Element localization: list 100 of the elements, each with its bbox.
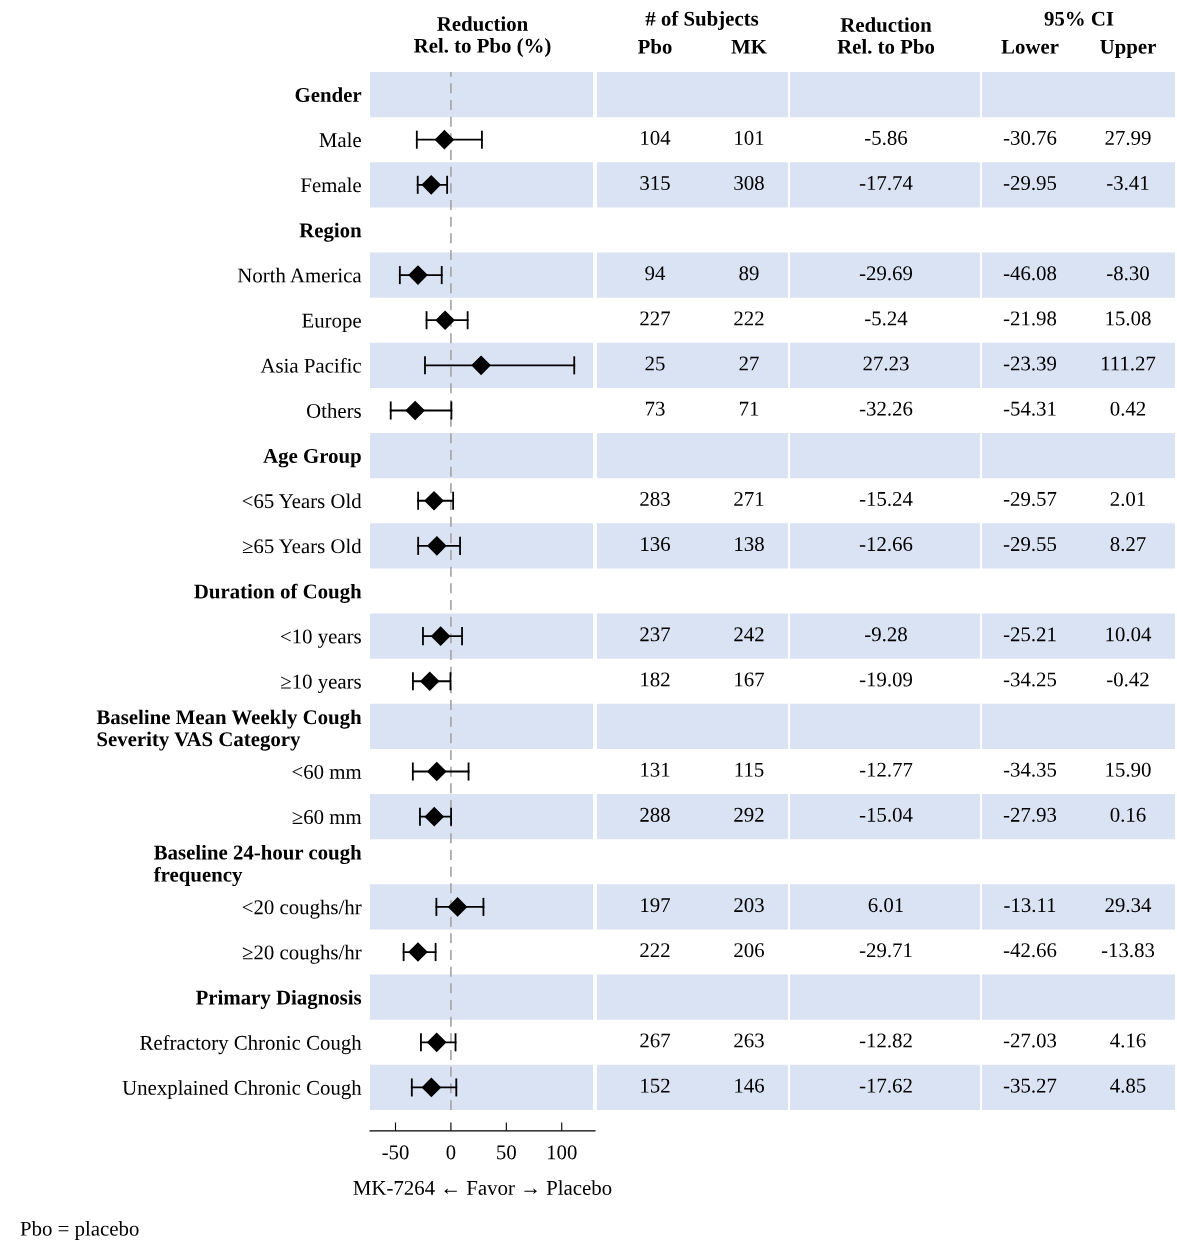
text: 182 <box>641 672 670 687</box>
point <box>421 1077 441 1097</box>
point <box>405 400 425 421</box>
text: -29.71 <box>859 943 912 958</box>
text: 8.27 <box>1110 537 1146 552</box>
text: 115 <box>735 762 764 777</box>
text: -46.08 <box>1003 266 1057 281</box>
text: -13.11 <box>1004 898 1056 913</box>
point <box>408 265 428 285</box>
text: -15.04 <box>859 807 913 822</box>
text: 4.16 <box>1110 1033 1146 1048</box>
y-tick-label: Region <box>299 222 362 242</box>
category-label: Lower <box>1001 39 1059 54</box>
text: -19.09 <box>859 672 913 687</box>
text: 27 <box>739 356 759 371</box>
text: 71 <box>739 401 759 416</box>
text: 73 <box>645 401 665 416</box>
text: 222 <box>640 943 670 958</box>
text: 315 <box>640 176 670 191</box>
text: 111.27 <box>1101 356 1156 371</box>
text: 146 <box>735 1078 764 1093</box>
text: 203 <box>734 898 764 913</box>
text: -13.83 <box>1101 943 1155 958</box>
text: 10.04 <box>1106 627 1152 642</box>
x-tick-label: 0 <box>446 1145 456 1160</box>
y-tick-label: Unexplained Chronic Cough <box>122 1080 362 1100</box>
text: -29.69 <box>859 266 913 281</box>
point <box>427 761 447 782</box>
y-tick-label: Age Group <box>263 448 361 468</box>
y-tick-label: Baseline 24-hour cough frequency <box>153 844 362 887</box>
text: -12.82 <box>859 1033 912 1048</box>
text: 27.99 <box>1105 130 1151 145</box>
y-tick-label: ≥65 Years Old <box>242 538 362 554</box>
text: 2.01 <box>1110 491 1145 507</box>
text: 206 <box>734 943 764 958</box>
y-tick-label: North America <box>237 267 362 283</box>
x-tick-label: 100 <box>547 1145 577 1160</box>
x-tick-label: 50 <box>497 1145 516 1160</box>
text: 167 <box>735 672 765 687</box>
x-tick-label: -50 <box>382 1145 409 1160</box>
text: 29.34 <box>1105 898 1152 913</box>
text: -35.27 <box>1003 1078 1057 1093</box>
text: 95% CI <box>1044 11 1114 26</box>
text: -17.62 <box>859 1078 912 1093</box>
text: -8.30 <box>1107 266 1149 281</box>
y-tick-label: Male <box>319 132 361 148</box>
text: 263 <box>734 1033 764 1048</box>
point <box>427 536 447 556</box>
category-label: MK <box>731 39 767 54</box>
text: -9.28 <box>865 627 907 642</box>
y-tick-label: <65 Years Old <box>242 493 362 509</box>
text: -3.41 <box>1107 176 1149 191</box>
y-tick-label: Others <box>306 403 361 418</box>
text: # of Subjects <box>645 10 759 30</box>
point <box>448 897 468 917</box>
text: -23.39 <box>1003 356 1057 371</box>
y-tick-label: Female <box>300 177 361 193</box>
text: 0.42 <box>1110 401 1146 416</box>
point <box>424 807 444 827</box>
y-tick-label: Europe <box>302 313 361 332</box>
text: -21.98 <box>1003 311 1057 326</box>
text: 6.01 <box>868 898 903 913</box>
text: 197 <box>641 898 671 913</box>
text: -0.42 <box>1107 672 1149 687</box>
text: -32.26 <box>859 401 913 416</box>
point <box>421 175 441 195</box>
text: 89 <box>739 266 759 281</box>
text: 94 <box>645 266 666 281</box>
y-tick-label: <20 coughs/hr <box>242 899 362 919</box>
point <box>434 130 454 150</box>
text: -12.66 <box>859 537 913 552</box>
text: 227 <box>640 311 671 326</box>
text: 308 <box>734 175 764 191</box>
category-label: Reduction Rel. to Pbo <box>837 17 935 54</box>
y-tick-label: Baseline Mean Weekly Cough Severity VAS Category <box>96 709 362 751</box>
text: 283 <box>640 491 670 506</box>
text: 237 <box>640 627 671 642</box>
text: 152 <box>641 1078 670 1093</box>
text: 242 <box>734 627 764 642</box>
point <box>408 942 428 962</box>
text: -5.86 <box>865 130 908 145</box>
text: -29.55 <box>1003 537 1057 552</box>
category-label: Pbo <box>637 39 672 54</box>
text: -5.24 <box>865 311 908 326</box>
text: -15.24 <box>859 491 913 507</box>
text: 222 <box>734 311 764 326</box>
point <box>424 491 444 511</box>
text: 267 <box>640 1033 671 1048</box>
text: 271 <box>734 491 764 506</box>
text: 288 <box>640 807 670 822</box>
text: 292 <box>734 807 764 822</box>
text: -54.31 <box>1003 401 1056 416</box>
text: 136 <box>641 537 670 552</box>
text: -27.93 <box>1003 807 1057 822</box>
point <box>471 355 491 375</box>
text: 131 <box>641 762 670 777</box>
y-tick-label: Duration of Cough <box>194 583 362 603</box>
text: -25.21 <box>1003 627 1056 642</box>
y-tick-label: ≥10 years <box>281 674 361 693</box>
point <box>431 626 451 646</box>
